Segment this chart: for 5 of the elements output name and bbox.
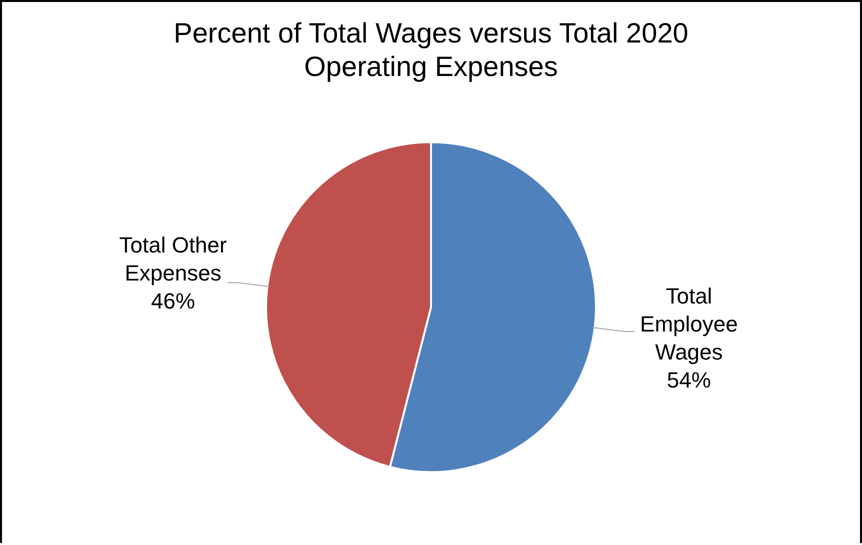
slice-label: Total Employee Wages — [640, 284, 738, 365]
slice-label: Total Other Expenses — [119, 232, 227, 286]
chart-title: Percent of Total Wages versus Total 2020 Operating Expenses — [174, 18, 688, 82]
data-label: 54% — [666, 368, 711, 393]
data-label: 46% — [151, 288, 196, 314]
